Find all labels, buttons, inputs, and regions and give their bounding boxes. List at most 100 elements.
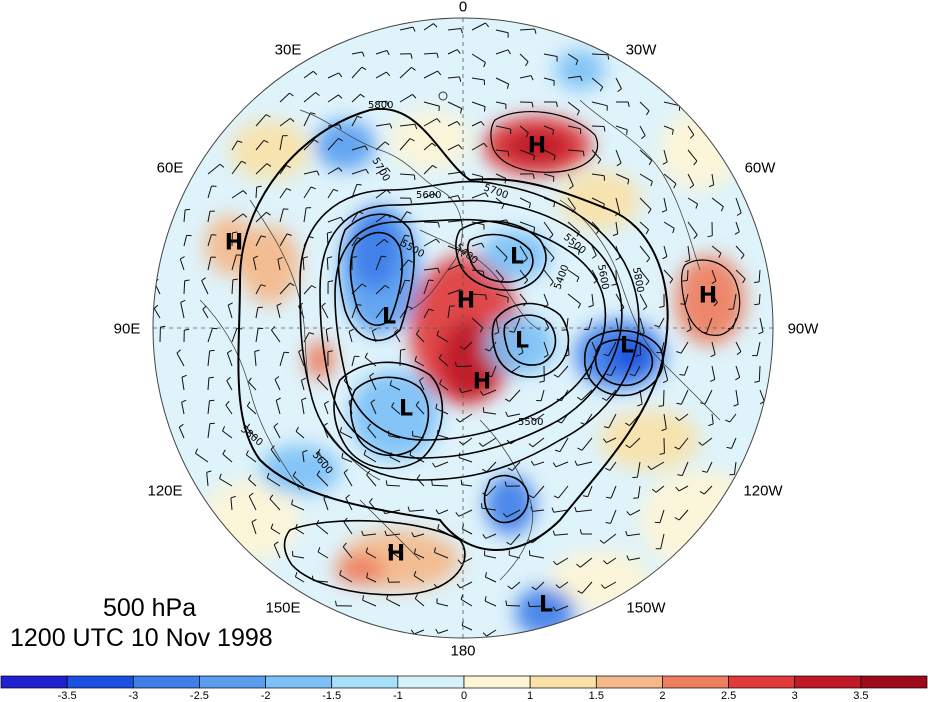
- wind-barb: [277, 259, 281, 271]
- wind-barb: [711, 293, 718, 303]
- wind-barb-flag: [483, 106, 486, 112]
- wind-barb-flag: [275, 397, 281, 401]
- wind-barb: [486, 629, 497, 637]
- wind-barb: [532, 437, 545, 448]
- colorbar-tick-label: 2: [659, 690, 666, 702]
- colorbar-tick-label: -2: [260, 690, 271, 702]
- longitude-label-90e: 90E: [113, 320, 141, 338]
- wind-barb: [485, 576, 497, 583]
- wind-barb-flag: [611, 283, 617, 286]
- wind-barb-flag: [431, 480, 433, 486]
- wind-barb: [423, 70, 438, 79]
- wind-barb: [375, 255, 382, 271]
- wind-barb-flag: [342, 542, 347, 548]
- wind-barb-flag: [266, 472, 270, 478]
- wind-barb: [553, 509, 569, 513]
- wind-barb: [463, 341, 473, 350]
- wind-barb: [459, 581, 473, 589]
- wind-barb-flag: [225, 401, 230, 406]
- wind-barb: [543, 77, 555, 82]
- wind-barb: [423, 221, 439, 224]
- wind-barb: [435, 461, 449, 468]
- wind-barb: [459, 413, 473, 423]
- wind-barb: [183, 209, 186, 223]
- wind-barb-flag: [434, 547, 436, 553]
- anomaly-blob: [350, 370, 440, 460]
- wind-barb-flag: [662, 161, 668, 165]
- wind-barb: [471, 101, 486, 108]
- wind-barb: [326, 258, 329, 271]
- colorbar-tick-label: 1.5: [588, 690, 604, 702]
- wind-barb: [227, 304, 233, 319]
- wind-barb-flag: [686, 329, 692, 333]
- wind-barb: [534, 413, 545, 422]
- wind-barb-flag: [222, 426, 226, 432]
- wind-barb: [615, 197, 621, 214]
- wind-barb-flag: [232, 278, 238, 281]
- wind-barb-flag: [438, 353, 443, 359]
- wind-barb-flag: [551, 507, 555, 513]
- wind-barb-flag: [575, 60, 579, 66]
- wind-barb-flag: [266, 163, 272, 167]
- wind-barb: [711, 269, 717, 282]
- wind-barb-flag: [361, 530, 364, 536]
- wind-barb: [629, 509, 641, 516]
- wind-barb: [292, 555, 305, 559]
- wind-barb: [711, 413, 714, 425]
- wind-barb-flag: [327, 231, 333, 234]
- wind-barb-flag: [658, 405, 664, 407]
- wind-barb: [591, 269, 599, 281]
- wind-barb: [462, 528, 473, 535]
- longitude-label-60e: 60E: [156, 159, 184, 177]
- wind-barb: [153, 308, 161, 319]
- wind-barb: [423, 308, 430, 319]
- wind-barb-flag: [227, 302, 233, 306]
- wind-barb-flag: [627, 101, 630, 107]
- wind-barb-flag: [185, 208, 191, 211]
- wind-barb: [303, 139, 315, 151]
- wind-barb: [567, 53, 579, 61]
- wind-barb: [176, 352, 185, 367]
- wind-barb-flag: [212, 327, 218, 330]
- wind-barb: [207, 211, 211, 223]
- wind-barb: [416, 333, 425, 343]
- wind-barb: [399, 67, 412, 79]
- wind-barb: [363, 454, 377, 463]
- wind-barb-flag: [754, 281, 760, 283]
- wind-barb: [663, 413, 667, 429]
- wind-barb-flag: [313, 139, 319, 143]
- wind-barb-flag: [289, 118, 295, 123]
- wind-barb: [519, 28, 535, 31]
- colorbar-tick-label: -2.5: [189, 690, 209, 702]
- wind-barb: [183, 280, 186, 295]
- wind-barb: [399, 26, 414, 31]
- wind-barb: [325, 329, 329, 343]
- wind-barb: [663, 197, 668, 211]
- wind-barb-flag: [367, 423, 372, 429]
- wind-barb: [484, 600, 497, 607]
- wind-barb: [423, 142, 433, 151]
- wind-barb-flag: [289, 282, 295, 287]
- wind-barb-flag: [579, 529, 582, 535]
- wind-barb: [339, 431, 353, 439]
- wind-barb: [543, 341, 549, 356]
- wind-barb: [254, 351, 257, 367]
- wind-barb-flag: [338, 137, 343, 142]
- wind-barb-flag: [689, 134, 695, 139]
- wind-barb: [447, 245, 463, 252]
- wind-barb: [567, 269, 580, 278]
- wind-barb: [303, 70, 314, 79]
- wind-barb-flag: [588, 304, 594, 308]
- wind-barb: [732, 293, 737, 310]
- wind-barb: [201, 280, 209, 295]
- wind-barb: [462, 437, 473, 446]
- wind-barb: [519, 341, 524, 353]
- wind-barb: [206, 472, 209, 487]
- wind-barb: [202, 309, 209, 319]
- wind-barb-flag: [525, 61, 529, 67]
- wind-barb-flag: [603, 126, 606, 132]
- wind-barb-flag: [364, 145, 369, 151]
- wind-barb-flag: [436, 118, 441, 123]
- wind-barb: [756, 341, 761, 356]
- wind-barb: [323, 403, 329, 415]
